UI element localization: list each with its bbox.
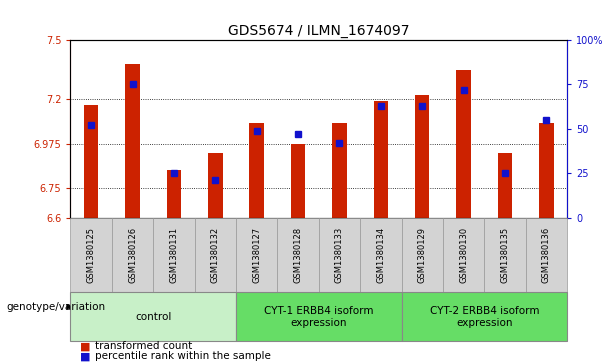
Text: genotype/variation: genotype/variation [6, 302, 105, 312]
Text: GSM1380134: GSM1380134 [376, 227, 386, 283]
Bar [167, 170, 181, 218]
Text: GSM1380133: GSM1380133 [335, 227, 344, 283]
Text: ■: ■ [80, 351, 90, 362]
Text: GSM1380131: GSM1380131 [169, 227, 178, 283]
Bar [125, 64, 140, 218]
Text: CYT-2 ERBB4 isoform
expression: CYT-2 ERBB4 isoform expression [430, 306, 539, 327]
Text: GSM1380126: GSM1380126 [128, 227, 137, 283]
Text: control: control [135, 312, 172, 322]
Bar [84, 105, 99, 218]
Bar [539, 123, 554, 218]
Text: GSM1380135: GSM1380135 [500, 227, 509, 283]
Bar [291, 144, 305, 218]
Text: GSM1380127: GSM1380127 [252, 227, 261, 283]
Bar [373, 101, 388, 218]
Text: transformed count: transformed count [95, 341, 192, 351]
Bar [332, 123, 347, 218]
Text: percentile rank within the sample: percentile rank within the sample [95, 351, 271, 362]
Text: GSM1380125: GSM1380125 [86, 227, 96, 283]
Bar [456, 70, 471, 218]
Bar [208, 152, 223, 218]
Text: GSM1380130: GSM1380130 [459, 227, 468, 283]
Text: GSM1380128: GSM1380128 [294, 227, 303, 283]
Text: ■: ■ [80, 341, 90, 351]
Bar [415, 95, 430, 218]
Text: CYT-1 ERBB4 isoform
expression: CYT-1 ERBB4 isoform expression [264, 306, 373, 327]
Bar [498, 152, 512, 218]
Text: GSM1380132: GSM1380132 [211, 227, 220, 283]
Bar [249, 123, 264, 218]
Text: GSM1380136: GSM1380136 [542, 227, 551, 283]
Text: GSM1380129: GSM1380129 [417, 227, 427, 283]
Title: GDS5674 / ILMN_1674097: GDS5674 / ILMN_1674097 [228, 24, 409, 37]
